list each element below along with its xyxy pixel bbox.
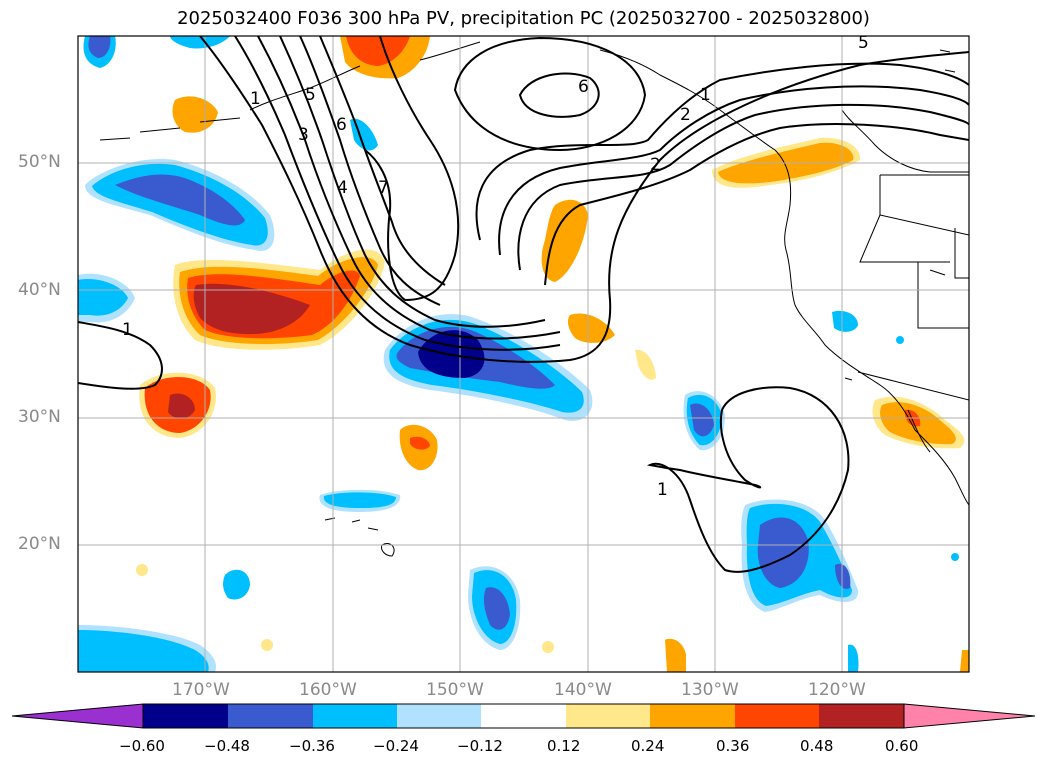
contour-label: 5 xyxy=(858,33,869,53)
lon-label-150w: 150°W xyxy=(426,680,484,700)
colorbar-tick: −0.36 xyxy=(289,737,335,755)
map-frame xyxy=(77,35,970,673)
colorbar-tick: 0.36 xyxy=(716,737,750,755)
precip-positive-shading xyxy=(136,36,969,672)
contour-label: 2 xyxy=(680,105,691,125)
precip-negative-shading xyxy=(78,36,959,672)
gridlines xyxy=(78,36,969,672)
colorbar xyxy=(11,703,1036,729)
colorbar-extend-high xyxy=(903,703,1036,729)
contour-label: 6 xyxy=(336,115,347,135)
colorbar-tick: 0.48 xyxy=(800,737,834,755)
lon-label-160w: 160°W xyxy=(299,680,357,700)
colorbar-segment xyxy=(650,704,735,728)
colorbar-tick: 0.60 xyxy=(885,737,919,755)
colorbar-segment xyxy=(735,704,819,728)
map-title: 2025032400 F036 300 hPa PV, precipitatio… xyxy=(177,8,870,29)
colorbar-segment xyxy=(819,704,904,728)
contour-labels: 1 1 1 2 3 4 5 6 6 7 5 2 1 xyxy=(122,33,869,500)
lon-label-130w: 130°W xyxy=(681,680,739,700)
lon-label-120w: 120°W xyxy=(808,680,866,700)
colorbar-tick: −0.48 xyxy=(204,737,250,755)
contour-label: 1 xyxy=(250,89,261,109)
colorbar-tick: −0.24 xyxy=(373,737,419,755)
contour-label: 6 xyxy=(578,77,589,97)
colorbar-segment xyxy=(313,704,397,728)
lat-label-20n: 20°N xyxy=(18,534,61,554)
contour-label: 1 xyxy=(122,320,133,340)
colorbar-segment xyxy=(228,704,313,728)
colorbar-tick: 0.24 xyxy=(631,737,665,755)
colorbar-segment xyxy=(481,704,566,728)
contour-label: 7 xyxy=(378,178,389,198)
contour-label: 2 xyxy=(650,155,661,175)
lon-label-140w: 140°W xyxy=(554,680,612,700)
pv-contours xyxy=(78,36,969,573)
map-plot-area: 1 1 1 2 3 4 5 6 6 7 5 2 1 xyxy=(78,33,969,672)
lat-label-40n: 40°N xyxy=(18,280,61,300)
colorbar-segment xyxy=(143,704,228,728)
contour-label: 5 xyxy=(305,85,316,105)
colorbar-extend-low xyxy=(11,703,144,729)
lon-label-170w: 170°W xyxy=(172,680,230,700)
colorbar-tick: −0.12 xyxy=(457,737,503,755)
lat-label-30n: 30°N xyxy=(18,407,61,427)
colorbar-segment xyxy=(566,704,650,728)
contour-label: 3 xyxy=(298,125,309,145)
colorbar-tick: 0.12 xyxy=(547,737,581,755)
contour-label: 1 xyxy=(657,480,668,500)
colorbar-tick: −0.60 xyxy=(119,737,165,755)
contour-label: 4 xyxy=(337,178,348,198)
lat-label-50n: 50°N xyxy=(18,152,61,172)
coastlines xyxy=(99,41,969,557)
colorbar-segment xyxy=(397,704,481,728)
contour-label: 1 xyxy=(700,85,711,105)
